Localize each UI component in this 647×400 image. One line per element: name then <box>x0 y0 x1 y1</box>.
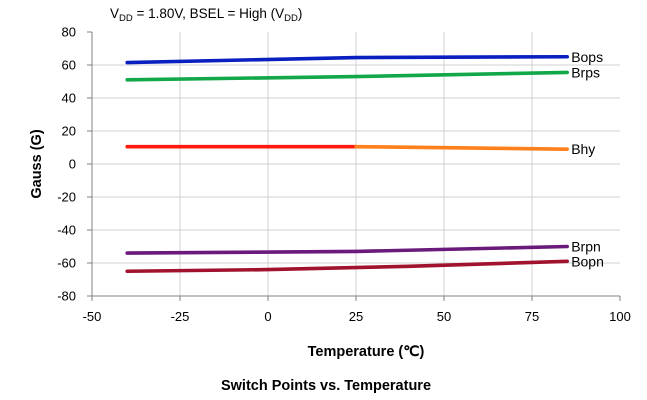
condition-end: ) <box>298 6 303 21</box>
series-line-brps <box>125 70 570 82</box>
y-tick-label: -40 <box>57 223 76 238</box>
series-label-brpn: Brpn <box>571 239 601 255</box>
series-label-bops: Bops <box>571 49 603 65</box>
series-label-bhy: Bhy <box>571 141 595 157</box>
test-condition: VDD = 1.80V, BSEL = High (VDD) <box>110 6 302 24</box>
x-tick-label: 100 <box>609 309 631 324</box>
x-tick-label: -50 <box>83 309 102 324</box>
series-line-bopn <box>125 259 570 274</box>
chart-title: Switch Points vs. Temperature <box>221 378 431 394</box>
series-line-brpn <box>125 244 570 255</box>
x-axis-title: Temperature (℃) <box>308 344 425 360</box>
series-label-brps: Brps <box>571 64 600 80</box>
y-tick-label: 40 <box>62 91 76 106</box>
condition-v: V <box>110 6 119 21</box>
condition-v-sub: DD <box>119 13 133 24</box>
y-tick-label: 0 <box>69 157 76 172</box>
x-tick-label: 0 <box>264 309 271 324</box>
series-label-bopn: Bopn <box>571 253 604 269</box>
y-tick-label: 80 <box>62 25 76 40</box>
series-line-bhy <box>354 144 570 151</box>
x-tick-label: 75 <box>525 309 539 324</box>
x-tick-label: 50 <box>437 309 451 324</box>
x-tick-label: -25 <box>171 309 190 324</box>
y-axis-title: Gauss (G) <box>29 129 45 198</box>
y-tick-label: -60 <box>57 256 76 271</box>
series-line-bops <box>125 54 570 65</box>
y-tick-label: -20 <box>57 190 76 205</box>
condition-paren-sub: DD <box>284 13 298 24</box>
y-tick-label: -80 <box>57 289 76 304</box>
tick-labels: -80 -60 -40 -20 0 20 40 60 80 -50 -25 0 25 50 75 100 <box>57 25 631 325</box>
y-tick-label: 20 <box>62 124 76 139</box>
x-tick-label: 25 <box>349 309 363 324</box>
y-tick-label: 60 <box>62 58 76 73</box>
series-lines <box>125 54 570 274</box>
axes <box>87 31 621 301</box>
condition-mid: = 1.80V, BSEL = High (V <box>133 6 284 21</box>
